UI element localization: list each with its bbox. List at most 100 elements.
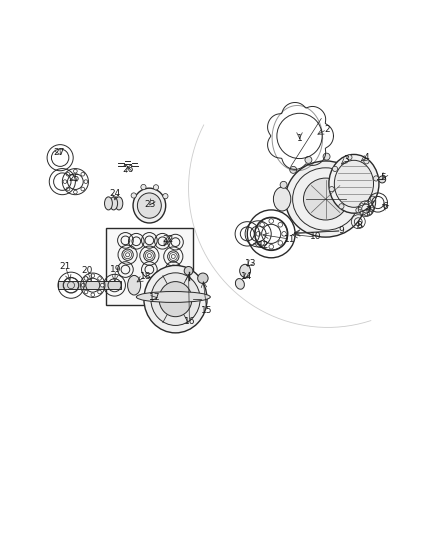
Ellipse shape (329, 155, 379, 213)
Ellipse shape (115, 197, 123, 210)
Text: 20: 20 (81, 266, 93, 276)
Circle shape (365, 201, 367, 204)
Ellipse shape (105, 197, 113, 210)
Text: 3: 3 (344, 156, 350, 164)
Circle shape (356, 168, 363, 175)
Circle shape (260, 222, 265, 227)
Text: 22: 22 (162, 235, 173, 244)
Text: 17: 17 (149, 293, 160, 302)
Circle shape (101, 284, 104, 287)
Circle shape (98, 277, 101, 280)
Circle shape (370, 196, 375, 201)
Circle shape (364, 159, 369, 164)
Text: 12: 12 (258, 241, 269, 250)
Text: 4: 4 (363, 153, 369, 162)
Text: 23: 23 (145, 200, 156, 209)
Text: 26: 26 (123, 165, 134, 174)
Circle shape (63, 180, 67, 183)
Circle shape (339, 204, 344, 209)
FancyBboxPatch shape (58, 281, 121, 289)
Ellipse shape (273, 187, 291, 211)
Circle shape (278, 241, 283, 245)
Circle shape (332, 166, 338, 172)
Ellipse shape (235, 279, 244, 289)
Circle shape (260, 241, 265, 245)
Circle shape (365, 214, 367, 216)
Circle shape (66, 187, 70, 191)
Circle shape (74, 169, 77, 173)
Text: 7: 7 (365, 206, 371, 215)
Ellipse shape (110, 197, 117, 210)
Ellipse shape (127, 276, 141, 295)
Text: 8: 8 (357, 221, 363, 230)
Ellipse shape (138, 193, 161, 218)
Text: 24: 24 (110, 189, 121, 198)
Text: 9: 9 (339, 227, 345, 235)
Ellipse shape (358, 187, 376, 215)
Text: 6: 6 (382, 202, 388, 211)
Circle shape (374, 176, 379, 181)
Ellipse shape (334, 160, 374, 207)
Circle shape (282, 231, 286, 236)
Circle shape (365, 183, 372, 190)
Circle shape (153, 185, 159, 190)
Text: 25: 25 (68, 174, 80, 183)
Text: 10: 10 (310, 232, 321, 241)
Ellipse shape (144, 265, 207, 333)
Text: 16: 16 (184, 317, 195, 326)
Circle shape (369, 212, 371, 214)
Ellipse shape (363, 192, 371, 210)
Text: 14: 14 (241, 272, 252, 280)
Ellipse shape (304, 178, 348, 220)
Ellipse shape (151, 273, 200, 326)
Text: 11: 11 (284, 235, 296, 244)
Circle shape (379, 176, 386, 183)
Text: 13: 13 (244, 259, 256, 268)
Circle shape (66, 172, 70, 176)
Circle shape (369, 203, 371, 206)
Text: 5: 5 (381, 173, 386, 182)
Ellipse shape (159, 281, 192, 317)
Circle shape (81, 172, 85, 176)
Circle shape (91, 293, 95, 297)
Circle shape (360, 212, 363, 214)
Circle shape (131, 193, 136, 198)
Text: 27: 27 (53, 148, 64, 157)
Circle shape (141, 184, 146, 190)
Circle shape (184, 266, 193, 275)
Circle shape (290, 166, 297, 173)
Text: 2: 2 (324, 125, 330, 134)
Circle shape (359, 207, 361, 210)
Circle shape (360, 203, 363, 206)
Text: 21: 21 (60, 262, 71, 271)
Circle shape (84, 290, 88, 294)
Circle shape (91, 274, 95, 278)
Circle shape (323, 153, 330, 160)
Circle shape (305, 156, 312, 164)
Text: 18: 18 (140, 272, 152, 280)
Circle shape (269, 245, 273, 249)
Circle shape (278, 222, 283, 227)
Circle shape (269, 219, 273, 223)
FancyBboxPatch shape (106, 229, 193, 304)
Ellipse shape (136, 292, 210, 302)
Ellipse shape (133, 188, 166, 223)
Circle shape (84, 277, 88, 280)
Circle shape (341, 157, 348, 164)
Text: 19: 19 (110, 265, 121, 274)
Text: 1: 1 (297, 134, 302, 143)
Circle shape (371, 207, 374, 210)
Circle shape (81, 187, 85, 191)
Circle shape (347, 155, 352, 160)
Circle shape (329, 187, 334, 192)
Circle shape (163, 193, 168, 199)
Circle shape (98, 290, 101, 294)
Text: 15: 15 (201, 306, 212, 316)
Circle shape (81, 284, 85, 287)
Circle shape (356, 208, 361, 213)
Ellipse shape (286, 161, 366, 237)
Circle shape (84, 180, 88, 183)
Circle shape (198, 273, 208, 284)
Circle shape (280, 181, 287, 188)
Circle shape (74, 190, 77, 194)
